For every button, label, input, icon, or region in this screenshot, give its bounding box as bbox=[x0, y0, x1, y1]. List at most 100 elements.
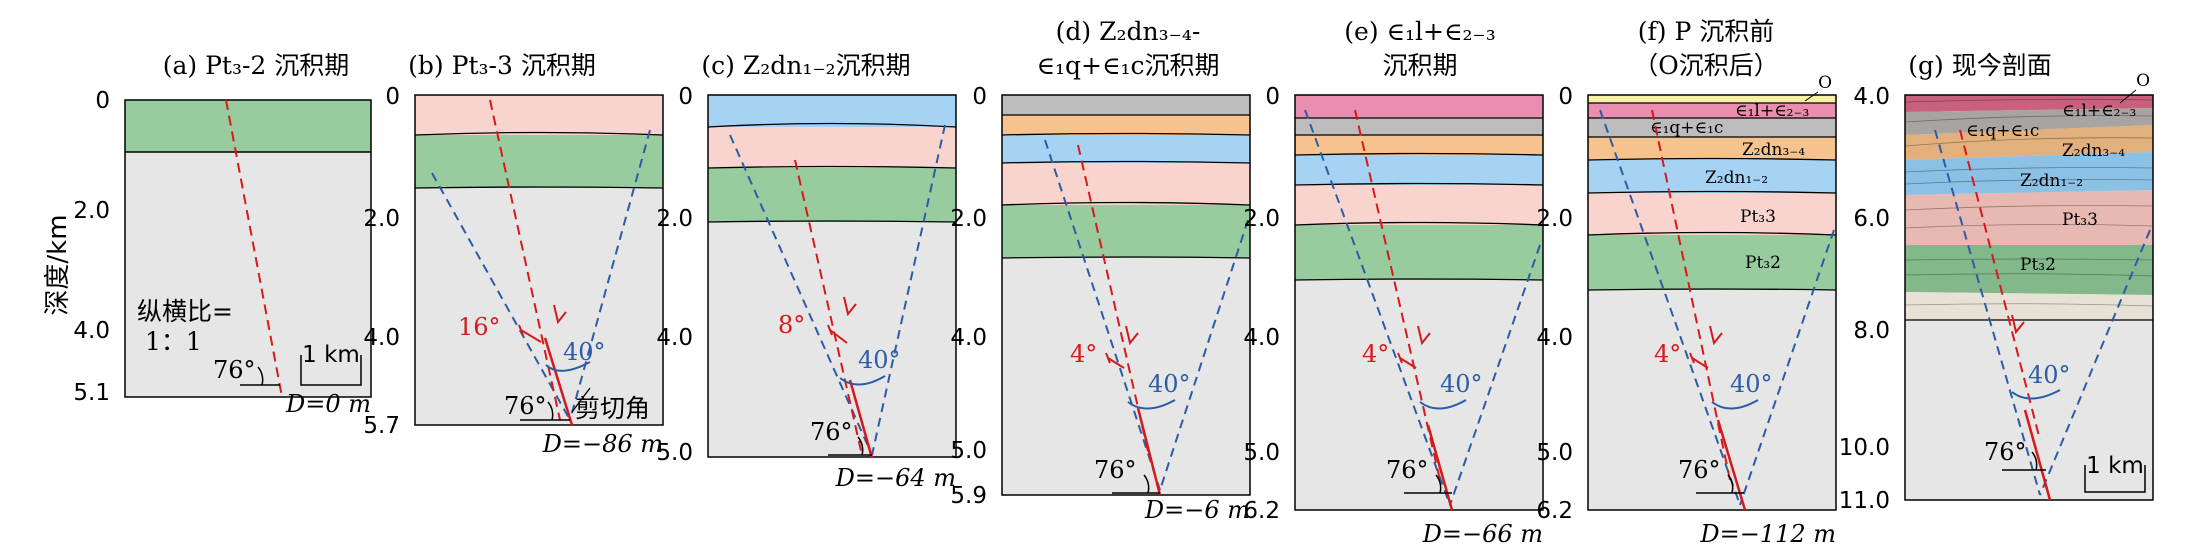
panel-g-tick-4: 11.0 bbox=[1839, 488, 1890, 514]
panel-g-layer-pt3-3 bbox=[1905, 190, 2153, 245]
panel-g-layer-lower bbox=[1905, 292, 2153, 320]
panel-f-label-z2dn1-2: Z₂dn₁₋₂ bbox=[1705, 168, 1768, 188]
panel-g-seismic-texture bbox=[1904, 98, 2154, 307]
panel-f-label-o: O bbox=[1818, 73, 1832, 93]
panel-e-fault-trace bbox=[1426, 424, 1454, 511]
panel-g-cone-left bbox=[1934, 129, 2041, 496]
panel-a-dip-angle: 76° bbox=[213, 356, 256, 384]
panel-e-layer-e1l-e2-3 bbox=[1295, 95, 1543, 118]
panel-c-offset-angle: 8° bbox=[778, 311, 805, 339]
panel-c: (c) Z₂dn₁₋₂沉积期 0 2.0 4.0 5.0 8° 40° 76° … bbox=[656, 51, 957, 492]
panel-e-tick-2: 4.0 bbox=[1243, 325, 1280, 351]
panel-f-cone-arc bbox=[1711, 399, 1759, 410]
panel-d-tick-0: 0 bbox=[972, 84, 987, 110]
panel-a-displacement: D=0 m bbox=[285, 390, 371, 418]
panel-b-shear-leader bbox=[571, 387, 591, 413]
panel-g-fault-line bbox=[1959, 129, 2041, 441]
panel-d-dip-angle: 76° bbox=[1094, 456, 1137, 484]
panel-b-tick-2: 4.0 bbox=[363, 325, 400, 351]
panel-c-tick-3: 5.0 bbox=[656, 440, 693, 466]
panel-g-dip-angle: 76° bbox=[1984, 438, 2027, 466]
panel-d: (d) Z₂dn₃₋₄- ∈₁q+∈₁c沉积期 0 2.0 4.0 5.0 5.… bbox=[950, 17, 1251, 524]
panel-d-tick-4: 5.9 bbox=[950, 483, 987, 509]
panel-e-cone-right bbox=[1449, 244, 1541, 506]
panel-g-scale-bar bbox=[2084, 465, 2146, 493]
aspect-note-line2: 1：1 bbox=[145, 327, 202, 356]
panel-b-tick-3: 5.7 bbox=[363, 413, 400, 439]
panel-e-tick-1: 2.0 bbox=[1243, 206, 1280, 232]
panel-c-dip-angle: 76° bbox=[810, 418, 853, 446]
panel-d-layer-pt3-2 bbox=[1002, 205, 1250, 258]
panel-c-cone-arc bbox=[839, 375, 886, 386]
panel-g-label-e1q: ∈₁q+∈₁c bbox=[1966, 121, 2039, 141]
panel-e-layer-pt3-2 bbox=[1295, 225, 1543, 280]
panel-d-layer-z2dn1-2 bbox=[1002, 135, 1250, 163]
panel-e-layer-pt3-3 bbox=[1295, 185, 1543, 225]
panel-f-label-e1q: ∈₁q+∈₁c bbox=[1650, 118, 1723, 138]
panel-g-label-pt3-3: Pt₃3 bbox=[2062, 210, 2098, 230]
panel-g-tick-3: 10.0 bbox=[1839, 435, 1890, 461]
panel-c-cone-left bbox=[729, 134, 873, 456]
panel-d-displacement: D=−6 m bbox=[1144, 496, 1250, 524]
panel-c-layer-pt3-3 bbox=[708, 127, 956, 168]
panel-a-layer-pt3-2 bbox=[125, 100, 371, 152]
panel-a-scale-label: 1 km bbox=[302, 342, 360, 368]
panel-e-tick-4: 6.2 bbox=[1243, 498, 1280, 524]
panel-c-title: (c) Z₂dn₁₋₂沉积期 bbox=[701, 51, 910, 80]
panel-a: (a) Pt₃-2 沉积期 0 2.0 4.0 5.1 纵横比= 1：1 76°… bbox=[73, 51, 372, 418]
panel-f-tick-2: 4.0 bbox=[1536, 325, 1573, 351]
panel-e-title-line2: 沉积期 bbox=[1382, 51, 1457, 80]
panel-f-layer-pt3-2 bbox=[1588, 235, 1836, 290]
panel-f-fault-trace bbox=[1716, 419, 1747, 511]
panel-e-displacement: D=−66 m bbox=[1422, 520, 1543, 548]
panel-g-label-e1l: ∈₁l+∈₂₋₃ bbox=[2062, 101, 2136, 121]
panel-f-tick-4: 6.2 bbox=[1536, 498, 1573, 524]
panel-c-displacement: D=−64 m bbox=[835, 464, 956, 492]
panel-f-layer-z2dn3-4 bbox=[1588, 137, 1836, 160]
panel-e-cone-arc bbox=[1419, 399, 1467, 410]
panel-a-frame bbox=[124, 99, 372, 398]
panel-c-layer-pt3-2 bbox=[708, 168, 956, 222]
panel-b-frame bbox=[414, 94, 664, 426]
panel-g-label-pt3-2: Pt₃2 bbox=[2020, 255, 2056, 275]
panel-e-cone-left bbox=[1304, 109, 1451, 506]
panel-d-frame bbox=[1001, 94, 1251, 496]
panel-g: (g) 现今剖面 4.0 6.0 8.0 10.0 11.0 O bbox=[1839, 51, 2154, 514]
panel-g-label-o: O bbox=[2136, 71, 2150, 91]
panel-g-tick-0: 4.0 bbox=[1853, 84, 1890, 110]
panel-e-slip-arrow bbox=[1417, 325, 1431, 346]
panel-f-tick-0: 0 bbox=[1558, 84, 1573, 110]
panel-e-title-line1: (e) ∈₁l+∈₂₋₃ bbox=[1344, 17, 1495, 46]
panel-c-tick-0: 0 bbox=[678, 84, 693, 110]
panel-g-tick-1: 6.0 bbox=[1853, 206, 1890, 232]
panel-g-cone-arc bbox=[2011, 389, 2061, 400]
panel-d-cone-arc bbox=[1127, 399, 1176, 410]
panel-g-tick-2: 8.0 bbox=[1853, 318, 1890, 344]
panel-g-fault-trace bbox=[2023, 409, 2052, 501]
panel-f-cone-left bbox=[1599, 109, 1741, 506]
panel-g-cone-angle: 40° bbox=[2028, 361, 2071, 389]
panel-b-layer-pt3-3 bbox=[415, 95, 663, 135]
panel-a-tick-0: 0 bbox=[95, 88, 110, 114]
panel-f-layer-o bbox=[1588, 95, 1836, 103]
panel-f-tick-3: 5.0 bbox=[1536, 440, 1573, 466]
panel-d-tick-1: 2.0 bbox=[950, 206, 987, 232]
panel-e-tick-0: 0 bbox=[1265, 84, 1280, 110]
panel-f-label-z2dn3-4: Z₂dn₃₋₄ bbox=[1742, 140, 1805, 160]
panel-e-layer-z2dn1-2 bbox=[1295, 155, 1543, 185]
panel-f-slip-arrow bbox=[1709, 325, 1723, 346]
panel-f-offset-angle: 4° bbox=[1654, 340, 1681, 368]
panel-c-layer-z2dn1-2 bbox=[708, 95, 956, 127]
panel-d-layer-z2dn3-4 bbox=[1002, 115, 1250, 135]
panel-a-fault-line bbox=[225, 99, 283, 398]
panel-a-scale-bar bbox=[300, 355, 362, 386]
panel-d-title-line1: (d) Z₂dn₃₋₄- bbox=[1056, 17, 1201, 46]
panel-g-frame bbox=[1904, 94, 2154, 501]
panel-b-layer-pt3-2 bbox=[415, 135, 663, 188]
panel-f-tick-1: 2.0 bbox=[1536, 206, 1573, 232]
panel-b-cone-angle: 40° bbox=[563, 338, 606, 366]
panel-d-layer-pt3-3 bbox=[1002, 163, 1250, 205]
panel-g-layer-pt3-2 bbox=[1905, 245, 2153, 295]
panel-d-cone-left bbox=[1044, 139, 1161, 491]
